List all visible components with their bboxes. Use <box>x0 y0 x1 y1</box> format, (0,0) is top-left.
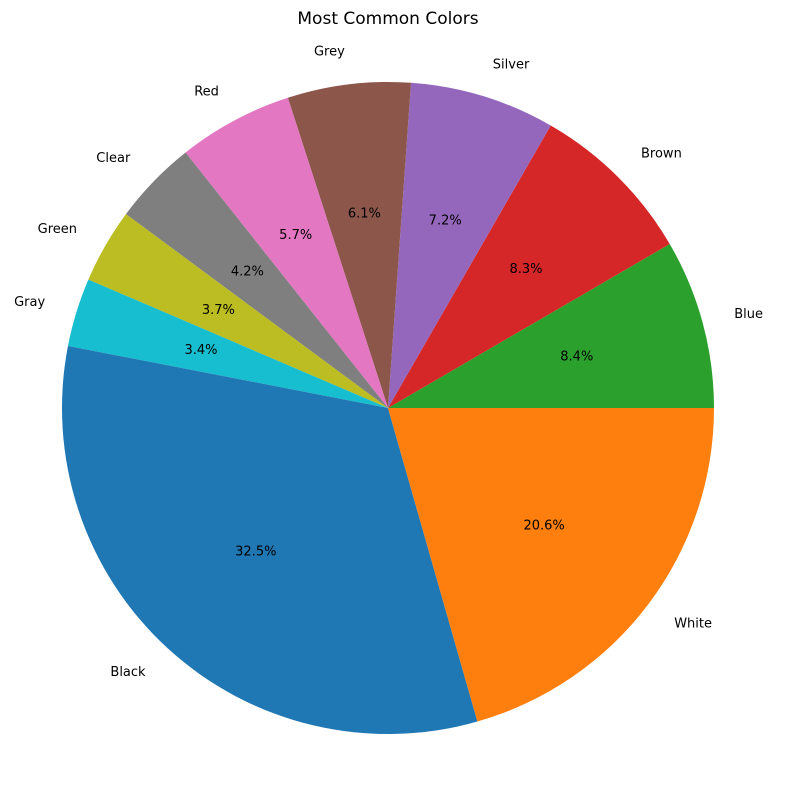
pie-slice-white <box>388 408 714 722</box>
slice-percent-brown: 8.3% <box>509 262 542 277</box>
slice-percent-green: 3.7% <box>202 303 235 318</box>
slice-label-clear: Clear <box>96 151 131 166</box>
slice-percent-black: 32.5% <box>235 545 276 560</box>
slice-label-grey: Grey <box>314 45 345 60</box>
pie-slices <box>62 81 714 735</box>
pie-slice-black <box>62 345 478 735</box>
slice-percent-blue: 8.4% <box>560 350 593 365</box>
pie-labels: Blue 8.4% Brown 8.3% Silver 7.2% Grey 6.1% Red 5.… <box>14 45 763 680</box>
slice-label-white: White <box>674 617 712 632</box>
slice-percent-white: 20.6% <box>523 518 564 533</box>
slice-label-black: Black <box>110 665 146 680</box>
slice-percent-red: 5.7% <box>279 228 312 243</box>
pie-slice-red <box>185 97 388 409</box>
slice-percent-silver: 7.2% <box>429 213 462 228</box>
slice-label-gray: Gray <box>14 295 45 310</box>
pie-slice-brown <box>388 125 670 408</box>
slice-label-silver: Silver <box>493 58 530 73</box>
pie-slice-silver <box>388 82 551 408</box>
slice-label-brown: Brown <box>641 146 682 161</box>
chart-title: Most Common Colors <box>297 9 478 29</box>
pie-slice-gray <box>67 279 389 408</box>
slice-label-green: Green <box>38 222 77 237</box>
slice-label-red: Red <box>194 84 219 99</box>
slice-percent-clear: 4.2% <box>231 265 264 280</box>
pie-slice-grey <box>287 81 411 408</box>
pie-slice-green <box>88 214 388 408</box>
slice-percent-grey: 6.1% <box>348 206 381 221</box>
pie-slice-blue <box>388 243 714 408</box>
slice-percent-gray: 3.4% <box>184 343 217 358</box>
slice-label-blue: Blue <box>734 307 763 322</box>
pie-slice-clear <box>125 152 388 408</box>
